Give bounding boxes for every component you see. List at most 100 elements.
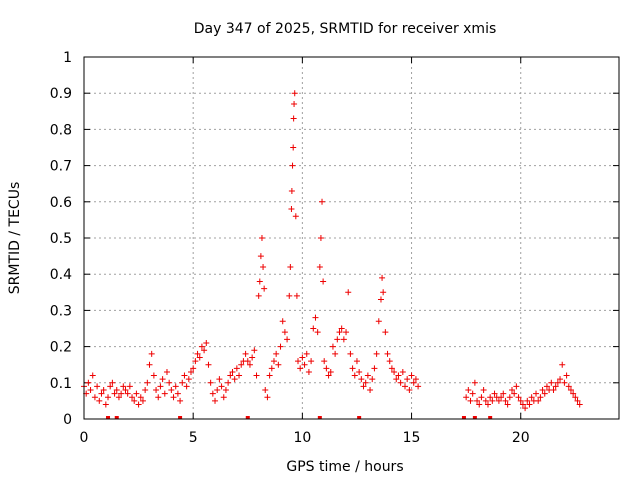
zero-marker bbox=[357, 416, 362, 419]
data-point bbox=[98, 390, 105, 397]
data-point bbox=[262, 387, 269, 394]
data-point bbox=[139, 397, 146, 404]
data-point bbox=[412, 376, 419, 383]
zero-marker bbox=[114, 416, 119, 419]
x-tick-label: 5 bbox=[189, 430, 198, 446]
data-point bbox=[220, 394, 227, 401]
data-point bbox=[161, 390, 168, 397]
data-point bbox=[229, 368, 236, 375]
data-point bbox=[293, 292, 300, 299]
y-tick-label: 0.5 bbox=[50, 231, 72, 247]
data-point bbox=[506, 394, 513, 401]
data-point bbox=[183, 383, 190, 390]
data-point bbox=[227, 372, 234, 379]
zero-marker bbox=[106, 416, 111, 419]
y-tick-label: 1 bbox=[63, 50, 72, 66]
data-point bbox=[268, 365, 275, 372]
data-point bbox=[543, 383, 550, 390]
data-point bbox=[107, 383, 114, 390]
data-point bbox=[137, 394, 144, 401]
data-point bbox=[552, 383, 559, 390]
data-point bbox=[292, 213, 299, 220]
zero-marker bbox=[488, 416, 493, 419]
data-point bbox=[301, 361, 308, 368]
data-point bbox=[504, 401, 511, 408]
data-point bbox=[188, 368, 194, 375]
data-point bbox=[480, 387, 487, 394]
data-point bbox=[231, 376, 238, 383]
data-point bbox=[367, 387, 374, 394]
data-point bbox=[463, 394, 470, 401]
data-point bbox=[550, 387, 557, 394]
data-point bbox=[347, 350, 354, 357]
data-point bbox=[185, 376, 192, 383]
data-point bbox=[177, 397, 184, 404]
data-point bbox=[91, 394, 98, 401]
data-point bbox=[153, 387, 160, 394]
data-point bbox=[491, 390, 498, 397]
data-point bbox=[533, 390, 540, 397]
data-point bbox=[406, 387, 413, 394]
data-point bbox=[565, 383, 572, 390]
data-point bbox=[358, 376, 365, 383]
data-point bbox=[334, 336, 341, 343]
data-point bbox=[373, 350, 380, 357]
data-point bbox=[89, 372, 96, 379]
data-point bbox=[332, 350, 339, 357]
data-point bbox=[502, 397, 509, 404]
axis-ticks: 00.10.20.30.40.50.60.70.80.910 5 10 15 20 bbox=[50, 50, 619, 446]
y-tick-label: 0.9 bbox=[50, 86, 72, 102]
data-point bbox=[513, 383, 520, 390]
data-point bbox=[539, 387, 546, 394]
data-point bbox=[498, 394, 505, 401]
zero-marker bbox=[461, 416, 466, 419]
data-point bbox=[96, 397, 103, 404]
data-point bbox=[467, 397, 474, 404]
data-point bbox=[384, 350, 391, 357]
data-point bbox=[291, 90, 298, 97]
data-point bbox=[299, 354, 306, 361]
plot-frame bbox=[83, 56, 620, 420]
data-point bbox=[338, 325, 345, 332]
data-points bbox=[81, 90, 583, 419]
data-point bbox=[557, 376, 564, 383]
data-point bbox=[111, 390, 118, 397]
data-point bbox=[323, 365, 330, 372]
x-axis-label: GPS time / hours bbox=[286, 459, 403, 475]
data-point bbox=[377, 296, 384, 303]
data-point bbox=[135, 401, 142, 408]
data-point bbox=[375, 318, 382, 325]
data-point bbox=[515, 394, 522, 401]
data-point bbox=[196, 354, 203, 361]
data-point bbox=[233, 365, 240, 372]
data-point bbox=[404, 376, 411, 383]
data-point bbox=[181, 372, 188, 379]
data-point bbox=[94, 383, 101, 390]
data-point bbox=[349, 365, 356, 372]
data-point bbox=[290, 144, 297, 151]
data-point bbox=[246, 361, 253, 368]
y-tick-label: 0.7 bbox=[50, 159, 72, 175]
data-point bbox=[288, 187, 295, 194]
data-point bbox=[286, 292, 293, 299]
data-point bbox=[179, 379, 186, 386]
zero-marker bbox=[317, 416, 322, 419]
data-point bbox=[469, 390, 476, 397]
x-tick-label: 15 bbox=[403, 430, 421, 446]
data-point bbox=[225, 379, 232, 386]
data-point bbox=[115, 394, 122, 401]
data-point bbox=[482, 397, 489, 404]
data-point bbox=[554, 379, 561, 386]
y-tick-label: 0.8 bbox=[50, 122, 72, 138]
data-point bbox=[410, 379, 417, 386]
y-tick-label: 0 bbox=[63, 412, 72, 428]
data-point bbox=[295, 358, 301, 365]
data-point bbox=[264, 394, 271, 401]
data-point bbox=[192, 358, 199, 365]
data-point bbox=[205, 361, 212, 368]
data-point bbox=[402, 383, 408, 390]
data-point bbox=[281, 329, 288, 336]
data-point bbox=[126, 383, 133, 390]
y-tick-label: 0.4 bbox=[50, 267, 72, 283]
data-point bbox=[471, 379, 478, 386]
